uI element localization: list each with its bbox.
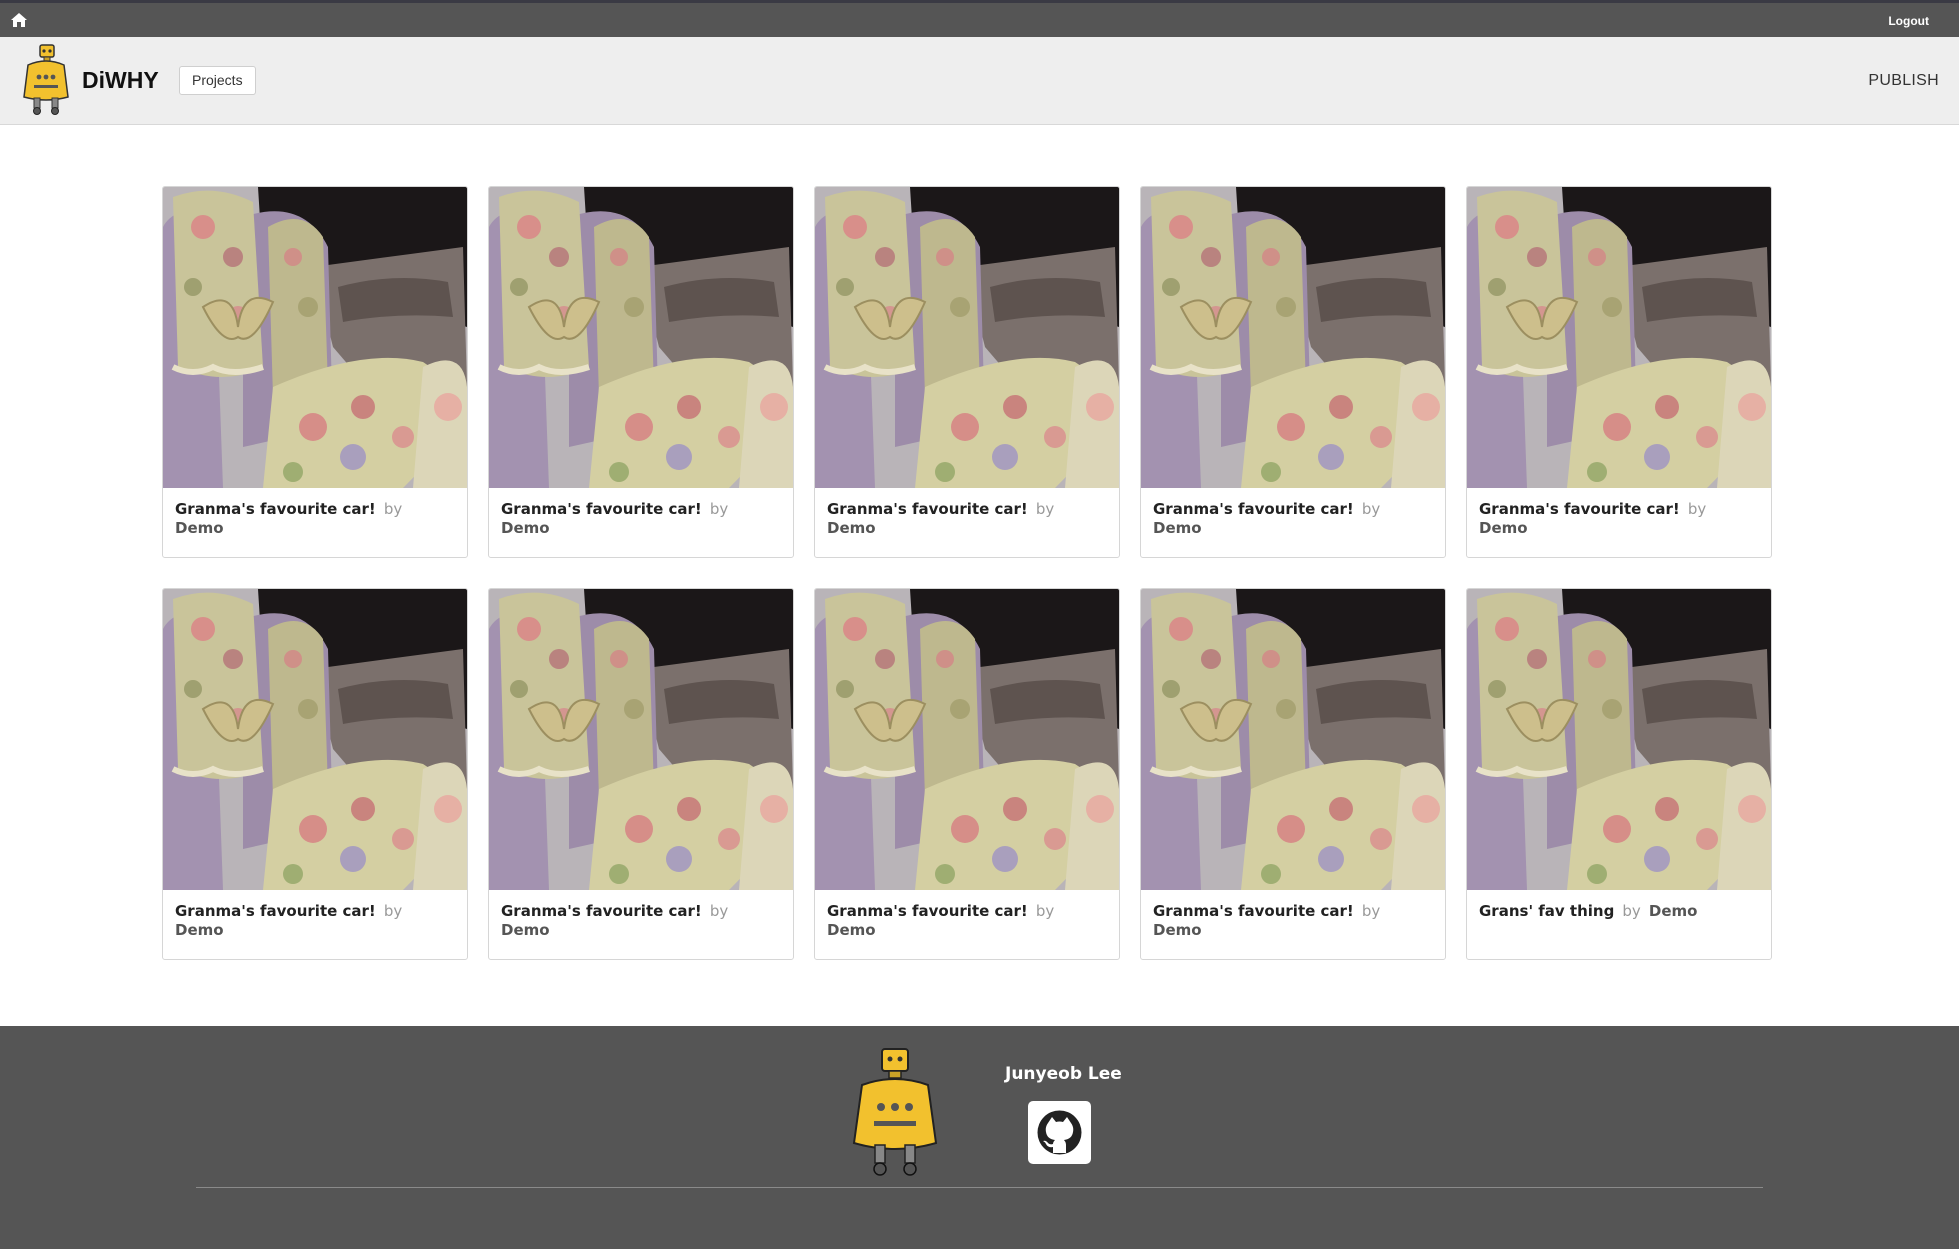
project-card[interactable]: Granma's favourite car! by Demo	[162, 186, 468, 558]
project-card[interactable]: Granma's favourite car! by Demo	[814, 588, 1120, 960]
by-label: by	[1687, 500, 1707, 518]
github-link[interactable]	[1028, 1101, 1091, 1164]
project-card[interactable]: Granma's favourite car! by Demo	[488, 186, 794, 558]
project-author[interactable]: Demo	[1479, 519, 1528, 537]
by-label: by	[383, 500, 403, 518]
github-icon	[1037, 1110, 1082, 1155]
footer-divider	[196, 1187, 1763, 1188]
project-title[interactable]: Grans' fav thing	[1479, 902, 1615, 920]
card-caption: Granma's favourite car! by Demo	[1141, 890, 1445, 950]
publish-link[interactable]: PUBLISH	[1868, 72, 1939, 89]
author-name: Junyeob Lee	[1005, 1064, 1122, 1084]
project-title[interactable]: Granma's favourite car!	[827, 500, 1028, 518]
project-author[interactable]: Demo	[1153, 921, 1202, 939]
by-label: by	[709, 500, 729, 518]
project-thumbnail[interactable]	[1467, 589, 1771, 890]
project-title[interactable]: Granma's favourite car!	[1479, 500, 1680, 518]
project-author[interactable]: Demo	[827, 519, 876, 537]
project-card[interactable]: Granma's favourite car! by Demo	[1140, 186, 1446, 558]
site-header: DiWHY Projects PUBLISH	[0, 37, 1959, 125]
project-thumbnail[interactable]	[163, 589, 467, 890]
home-icon[interactable]	[10, 12, 28, 28]
project-card[interactable]: Granma's favourite car! by Demo	[162, 588, 468, 960]
project-author[interactable]: Demo	[175, 519, 224, 537]
by-label: by	[1035, 500, 1055, 518]
card-caption: Granma's favourite car! by Demo	[1141, 488, 1445, 548]
project-thumbnail[interactable]	[1467, 187, 1771, 488]
project-grid: Granma's favourite car! by Demo Granma's…	[162, 186, 1774, 960]
project-card[interactable]: Granma's favourite car! by Demo	[488, 588, 794, 960]
project-title[interactable]: Granma's favourite car!	[827, 902, 1028, 920]
project-card[interactable]: Granma's favourite car! by Demo	[1140, 588, 1446, 960]
project-author[interactable]: Demo	[501, 519, 550, 537]
card-caption: Granma's favourite car! by Demo	[1467, 488, 1771, 548]
projects-button[interactable]: Projects	[179, 66, 256, 95]
project-author[interactable]: Demo	[501, 921, 550, 939]
project-thumbnail[interactable]	[1141, 187, 1445, 488]
by-label: by	[1361, 902, 1381, 920]
project-author[interactable]: Demo	[175, 921, 224, 939]
by-label: by	[1035, 902, 1055, 920]
by-label: by	[1622, 902, 1641, 920]
project-author[interactable]: Demo	[1153, 519, 1202, 537]
project-card[interactable]: Granma's favourite car! by Demo	[1466, 186, 1772, 558]
card-caption: Granma's favourite car! by Demo	[815, 890, 1119, 950]
project-thumbnail[interactable]	[1141, 589, 1445, 890]
card-caption: Grans' fav thing by Demo	[1467, 890, 1771, 931]
project-thumbnail[interactable]	[489, 187, 793, 488]
project-title[interactable]: Granma's favourite car!	[175, 500, 376, 518]
project-thumbnail[interactable]	[489, 589, 793, 890]
by-label: by	[383, 902, 403, 920]
project-card[interactable]: Grans' fav thing by Demo	[1466, 588, 1772, 960]
top-bar: Logout	[0, 0, 1959, 37]
project-title[interactable]: Granma's favourite car!	[1153, 500, 1354, 518]
project-card[interactable]: Granma's favourite car! by Demo	[814, 186, 1120, 558]
project-title[interactable]: Granma's favourite car!	[175, 902, 376, 920]
project-title[interactable]: Granma's favourite car!	[1153, 902, 1354, 920]
project-thumbnail[interactable]	[815, 187, 1119, 488]
by-label: by	[709, 902, 729, 920]
site-footer: Junyeob Lee	[0, 1026, 1959, 1249]
project-author[interactable]: Demo	[1648, 902, 1698, 920]
card-caption: Granma's favourite car! by Demo	[815, 488, 1119, 548]
card-caption: Granma's favourite car! by Demo	[489, 488, 793, 548]
project-title[interactable]: Granma's favourite car!	[501, 902, 702, 920]
card-caption: Granma's favourite car! by Demo	[163, 488, 467, 548]
brand-name[interactable]: DiWHY	[82, 67, 159, 93]
card-caption: Granma's favourite car! by Demo	[163, 890, 467, 950]
project-title[interactable]: Granma's favourite car!	[501, 500, 702, 518]
by-label: by	[1361, 500, 1381, 518]
logout-link[interactable]: Logout	[1888, 14, 1929, 28]
project-author[interactable]: Demo	[827, 921, 876, 939]
robot-mascot-icon	[852, 1048, 938, 1176]
project-thumbnail[interactable]	[815, 589, 1119, 890]
card-caption: Granma's favourite car! by Demo	[489, 890, 793, 950]
project-thumbnail[interactable]	[163, 187, 467, 488]
robot-logo-icon[interactable]	[18, 43, 74, 117]
